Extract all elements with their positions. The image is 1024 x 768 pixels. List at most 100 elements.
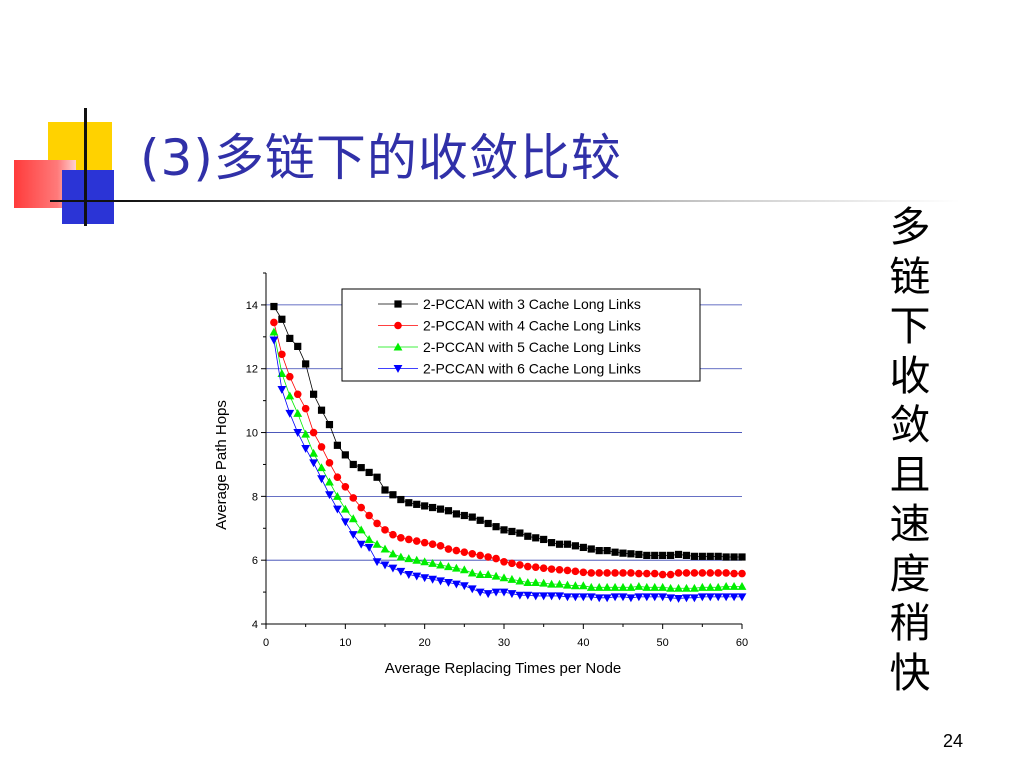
data-point-triangle-up [682, 583, 691, 592]
data-point-square [516, 529, 524, 537]
data-point-triangle-down [277, 385, 287, 394]
data-point-square [460, 511, 468, 520]
data-point-triangle-down [555, 592, 564, 601]
data-point-circle [309, 428, 318, 437]
data-point-square [579, 543, 587, 552]
data-point-triangle-down [539, 592, 549, 601]
data-point-triangle-up [594, 582, 604, 591]
data-point-circle [627, 569, 635, 577]
data-point-circle [286, 372, 294, 381]
data-point-square [310, 390, 318, 398]
data-point-triangle-down [618, 593, 628, 602]
data-point-square [444, 507, 453, 515]
data-point-circle [357, 503, 366, 512]
data-point-square [389, 491, 397, 499]
data-point-triangle-down [642, 593, 652, 602]
y-tick-label: 10 [246, 428, 258, 440]
data-point-triangle-up [309, 448, 318, 457]
series-2 [270, 318, 746, 579]
data-point-square [294, 342, 302, 350]
data-point-circle [603, 569, 611, 577]
data-point-square [325, 420, 334, 429]
data-point-triangle-up [364, 535, 374, 543]
x-tick-label: 60 [736, 637, 748, 649]
data-point-triangle-up [650, 582, 660, 591]
data-point-square [587, 545, 595, 553]
y-tick-label: 12 [246, 364, 258, 376]
data-point-triangle-down [317, 475, 326, 484]
data-point-triangle-up [690, 583, 699, 592]
data-point-triangle-up [666, 583, 675, 592]
data-point-circle [301, 404, 310, 413]
page-number: 24 [942, 731, 963, 751]
data-point-square [540, 535, 548, 544]
data-point-triangle-down [348, 531, 358, 540]
legend-label-2: 2-PCCAN with 4 Cache Long Links [423, 318, 641, 334]
data-point-triangle-up [428, 558, 437, 567]
data-point-triangle-down [697, 593, 707, 602]
data-point-triangle-down [666, 594, 675, 603]
data-point-triangle-down [523, 591, 533, 600]
data-point-square [302, 360, 310, 368]
data-point-triangle-up [393, 342, 403, 351]
data-point-square [730, 553, 738, 561]
data-point-square [674, 550, 683, 559]
data-point-circle [635, 569, 643, 578]
data-point-circle [579, 568, 588, 577]
data-point-triangle-up [301, 429, 311, 438]
data-point-triangle-down [364, 543, 374, 552]
data-point-triangle-up [499, 573, 509, 582]
data-point-square [270, 302, 278, 311]
data-point-square [429, 503, 437, 512]
legend-label-1: 2-PCCAN with 3 Cache Long Links [423, 296, 641, 312]
data-point-triangle-up [459, 565, 469, 574]
data-point-circle [476, 551, 485, 560]
data-point-square [278, 315, 286, 323]
x-axis-label: Average Replacing Times per Node [385, 660, 622, 677]
data-point-triangle-up [317, 463, 326, 472]
data-point-triangle-down [594, 594, 604, 603]
data-point-square [317, 406, 326, 414]
data-point-square [706, 552, 714, 560]
data-point-square [500, 526, 508, 534]
legend-label-4: 2-PCCAN with 6 Cache Long Links [423, 361, 641, 377]
x-tick-label: 50 [657, 637, 669, 649]
data-point-circle [349, 494, 358, 502]
data-point-circle [405, 535, 413, 544]
data-point-square [508, 527, 516, 536]
data-point-square [714, 552, 722, 560]
legend-label-3: 2-PCCAN with 5 Cache Long Links [423, 339, 641, 355]
data-point-square [563, 540, 572, 548]
side-annotation: 多链下收敛且速度稍快 [889, 203, 931, 697]
data-point-triangle-up [491, 571, 501, 580]
x-tick-label: 0 [263, 637, 269, 649]
data-point-triangle-down [586, 593, 596, 602]
data-point-circle [412, 537, 421, 545]
y-tick-label: 4 [252, 619, 258, 631]
data-point-triangle-up [626, 582, 636, 591]
data-point-triangle-down [690, 594, 699, 603]
data-point-triangle-up [571, 581, 580, 590]
data-point-triangle-up [737, 581, 747, 590]
data-point-square [381, 486, 389, 494]
data-point-square [357, 464, 365, 472]
data-point-square [643, 551, 651, 559]
data-point-triangle-down [499, 588, 509, 597]
data-point-circle [492, 554, 500, 563]
data-point-circle [595, 569, 603, 577]
data-point-triangle-down [634, 593, 644, 602]
data-point-circle [460, 548, 469, 557]
axes-layer: 4 6 8 10 12 14 0 10 20 30 40 50 60 [246, 272, 748, 649]
data-point-triangle-up [674, 583, 683, 592]
data-point-circle [468, 550, 477, 558]
data-point-square [659, 551, 667, 559]
data-point-square [333, 441, 341, 449]
data-point-square [651, 551, 659, 559]
data-point-circle [531, 563, 540, 572]
data-point-triangle-down [309, 459, 318, 468]
data-point-square [548, 539, 556, 547]
data-point-triangle-up [705, 582, 715, 591]
data-point-square [365, 468, 373, 477]
data-point-triangle-up [539, 578, 549, 587]
